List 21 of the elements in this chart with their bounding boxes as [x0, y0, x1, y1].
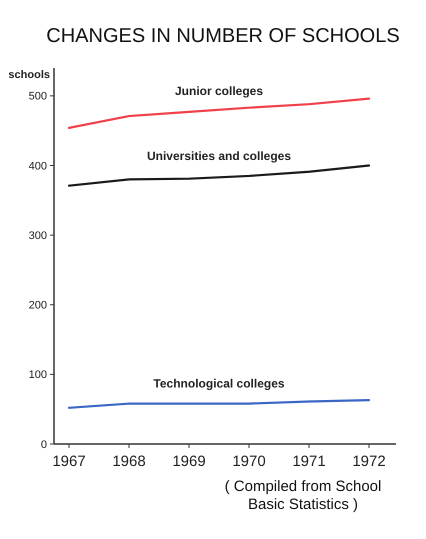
series-label: Universities and colleges [146, 149, 292, 164]
line-series [68, 164, 370, 187]
chart-title: CHANGES IN NUMBER OF SCHOOLS [46, 25, 400, 47]
x-tick-label: 1971 [292, 453, 326, 470]
series-label: Junior colleges [174, 84, 264, 98]
y-tick-label: 300 [28, 230, 47, 242]
y-axis-title: schools [8, 69, 50, 81]
x-tick-label: 1970 [232, 453, 266, 470]
x-tick-label: 1972 [352, 453, 386, 470]
x-tick-label: 1969 [172, 453, 206, 470]
y-tick-label: 200 [28, 300, 47, 312]
text: ( Compiled from School Basic Statistics ) [224, 478, 382, 513]
line-series [68, 399, 370, 409]
y-tick-label: 500 [28, 90, 47, 103]
y-tick-label: 100 [28, 369, 47, 382]
y-tick-label: 0 [40, 438, 47, 451]
line-series [68, 98, 370, 129]
x-tick-label: 1967 [52, 453, 86, 470]
y-tick-label: 400 [28, 160, 47, 172]
x-tick-label: 1968 [112, 453, 146, 470]
series-label: Technological colleges [153, 376, 285, 390]
